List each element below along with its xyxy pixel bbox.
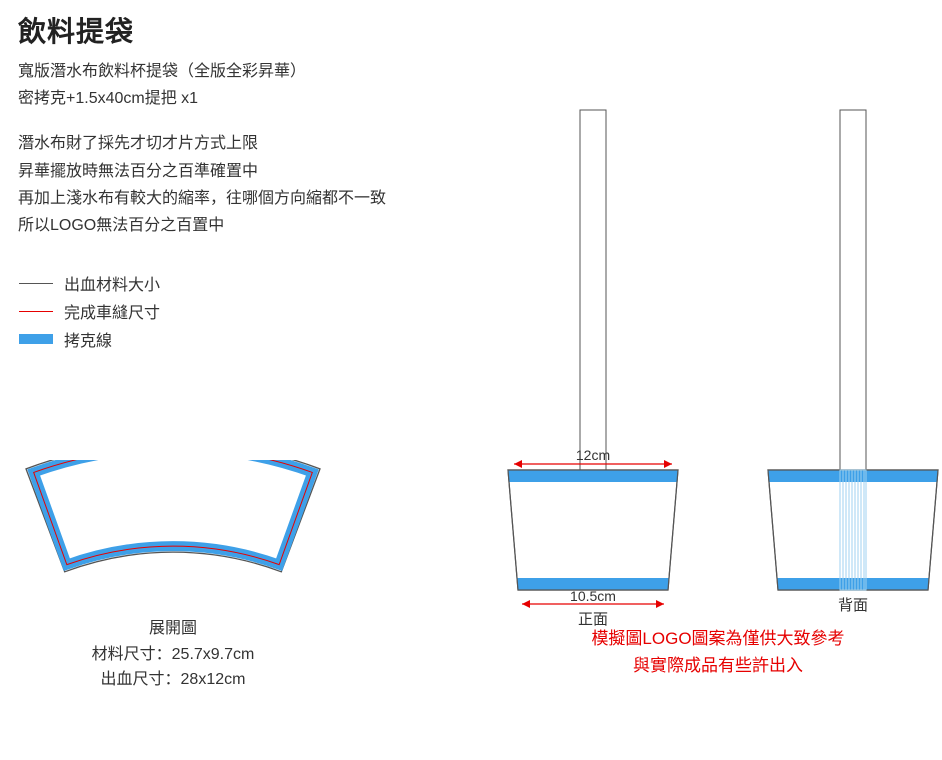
svg-text:12cm: 12cm (576, 447, 610, 463)
svg-text:10.5cm: 10.5cm (570, 588, 616, 604)
flat-svg (18, 460, 328, 610)
legend-label: 拷克線 (64, 327, 112, 351)
warning-text: 模擬圖LOGO圖案為僅供大致參考 與實際成品有些許出入 (488, 625, 942, 679)
legend-label: 出血材料大小 (64, 271, 160, 295)
flat-material: 材料尺寸：25.7x9.7cm (18, 642, 328, 668)
flat-diagram: 展開圖 材料尺寸：25.7x9.7cm 出血尺寸：28x12cm (18, 460, 328, 693)
line-icon (18, 311, 54, 312)
cups-svg: 12cm10.5cm正面8.5cm背面 (488, 70, 942, 630)
bar-icon (18, 334, 54, 344)
svg-text:背面: 背面 (838, 597, 868, 614)
flat-bleed: 出血尺寸：28x12cm (18, 667, 328, 693)
cups-area: 12cm10.5cm正面8.5cm背面 模擬圖LOGO圖案為僅供大致參考 與實際… (488, 70, 938, 630)
flat-title: 展開圖 (18, 616, 328, 642)
page-title: 飲料提袋 (18, 10, 924, 50)
line-icon (18, 283, 54, 284)
legend-label: 完成車縫尺寸 (64, 299, 160, 323)
